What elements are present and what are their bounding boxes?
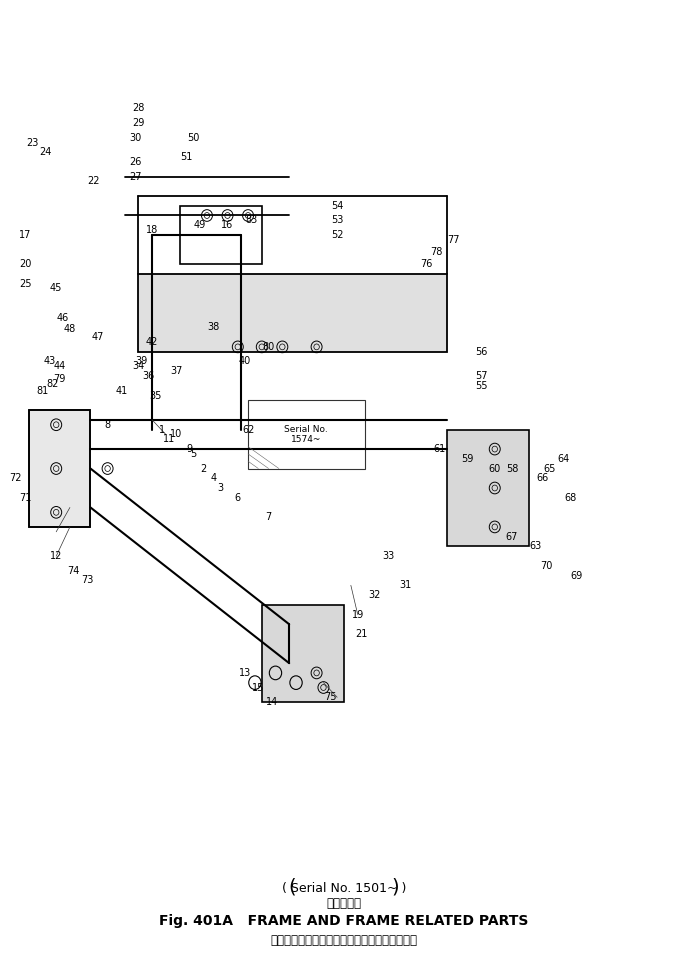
- Bar: [447, 429, 529, 547]
- Bar: [29, 410, 90, 527]
- Text: 23: 23: [26, 138, 39, 147]
- Text: 68: 68: [564, 493, 577, 503]
- Bar: [180, 206, 261, 264]
- Text: 46: 46: [57, 312, 69, 323]
- Text: 18: 18: [146, 225, 158, 235]
- Text: 62: 62: [242, 425, 255, 434]
- Text: 52: 52: [331, 230, 343, 240]
- Text: 8: 8: [105, 420, 111, 429]
- Text: 73: 73: [81, 576, 94, 586]
- Text: 66: 66: [537, 473, 549, 483]
- Text: 21: 21: [355, 629, 367, 639]
- Text: 29: 29: [132, 118, 144, 128]
- Text: 2: 2: [200, 464, 206, 473]
- Text: 4: 4: [211, 473, 217, 483]
- Bar: [138, 274, 447, 351]
- Text: 70: 70: [540, 561, 552, 571]
- Text: 55: 55: [475, 381, 487, 390]
- Text: 27: 27: [129, 172, 141, 182]
- Text: 11: 11: [163, 434, 175, 444]
- Text: 28: 28: [132, 103, 144, 113]
- Text: 1: 1: [160, 425, 166, 434]
- Text: 63: 63: [530, 542, 542, 551]
- Text: 7: 7: [266, 512, 272, 522]
- Text: 74: 74: [67, 566, 80, 576]
- Text: Serial No.
1574~: Serial No. 1574~: [284, 425, 328, 444]
- Text: 12: 12: [50, 551, 63, 561]
- Text: 36: 36: [142, 371, 155, 381]
- Text: 71: 71: [19, 493, 32, 503]
- Bar: [248, 400, 365, 468]
- Text: （適用号機: （適用号機: [327, 897, 361, 910]
- Text: 3: 3: [217, 483, 224, 493]
- Text: 6: 6: [235, 493, 241, 503]
- Text: 48: 48: [64, 324, 76, 335]
- Text: 50: 50: [187, 133, 200, 142]
- Text: 32: 32: [369, 590, 381, 600]
- Text: 47: 47: [91, 332, 103, 343]
- Text: 42: 42: [146, 337, 158, 347]
- Text: 9: 9: [186, 444, 193, 454]
- Text: 14: 14: [266, 697, 278, 707]
- Text: 57: 57: [475, 371, 487, 381]
- Text: 53: 53: [331, 216, 343, 225]
- Text: 69: 69: [571, 571, 583, 581]
- Text: 58: 58: [506, 464, 518, 473]
- Text: 13: 13: [239, 668, 250, 678]
- Text: 10: 10: [170, 429, 182, 439]
- Bar: [29, 410, 90, 527]
- Text: 37: 37: [170, 366, 182, 376]
- Text: 40: 40: [239, 356, 250, 366]
- Text: 41: 41: [115, 386, 127, 395]
- Text: 67: 67: [506, 532, 518, 542]
- Text: 59: 59: [461, 454, 473, 464]
- Text: 35: 35: [149, 390, 162, 400]
- Text: 30: 30: [129, 133, 141, 142]
- Text: 75: 75: [324, 692, 336, 703]
- Text: 80: 80: [263, 342, 275, 352]
- Text: 19: 19: [352, 610, 364, 620]
- Text: 49: 49: [194, 221, 206, 230]
- Text: 77: 77: [447, 235, 460, 245]
- Text: 54: 54: [331, 201, 343, 211]
- Text: 60: 60: [488, 464, 501, 473]
- Text: 44: 44: [54, 361, 66, 371]
- Text: 26: 26: [129, 157, 141, 167]
- Text: 51: 51: [180, 152, 193, 162]
- Text: 61: 61: [434, 444, 446, 454]
- Text: ): ): [391, 877, 399, 897]
- Text: 34: 34: [132, 361, 144, 371]
- Text: 31: 31: [400, 581, 412, 590]
- Text: 78: 78: [430, 247, 442, 257]
- Text: 24: 24: [40, 147, 52, 157]
- Text: 43: 43: [43, 356, 56, 366]
- Text: ( Serial No. 1501~ ): ( Serial No. 1501~ ): [282, 882, 406, 895]
- Text: 15: 15: [252, 682, 264, 693]
- Text: 38: 38: [208, 322, 220, 333]
- Text: (: (: [289, 877, 297, 897]
- Text: フレーム　および　フレーム　関　連　部　品: フレーム および フレーム 関 連 部 品: [270, 934, 418, 947]
- Text: 65: 65: [544, 464, 556, 473]
- Text: 16: 16: [222, 221, 234, 230]
- Text: 56: 56: [475, 346, 487, 357]
- Text: 20: 20: [19, 260, 32, 269]
- Text: 33: 33: [383, 551, 395, 561]
- Text: 25: 25: [19, 278, 32, 289]
- Text: 22: 22: [87, 177, 100, 186]
- Text: 83: 83: [246, 216, 257, 225]
- Text: 76: 76: [420, 260, 433, 269]
- Text: 72: 72: [9, 473, 21, 483]
- Text: 64: 64: [557, 454, 570, 464]
- Text: 39: 39: [136, 356, 148, 366]
- Text: 79: 79: [54, 374, 66, 384]
- Text: Fig. 401A   FRAME AND FRAME RELATED PARTS: Fig. 401A FRAME AND FRAME RELATED PARTS: [160, 915, 528, 928]
- Text: 5: 5: [190, 449, 196, 459]
- Text: 17: 17: [19, 230, 32, 240]
- Text: 81: 81: [36, 386, 49, 395]
- Bar: [261, 605, 344, 702]
- Text: 45: 45: [50, 283, 63, 294]
- Text: 82: 82: [47, 379, 59, 388]
